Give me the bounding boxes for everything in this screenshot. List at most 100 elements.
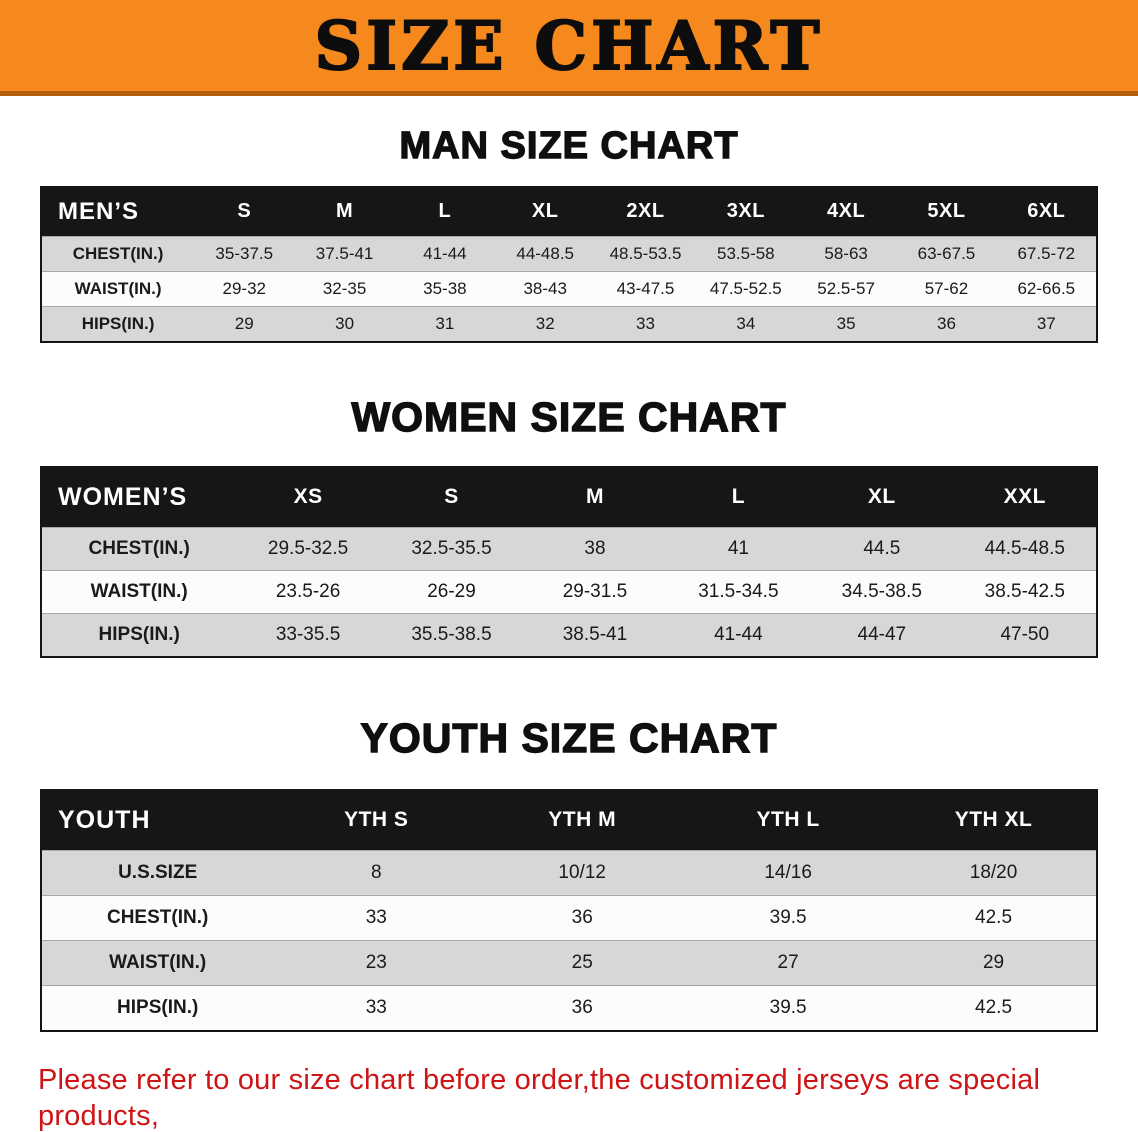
row-label-cell: HIPS(IN.) (41, 305, 195, 342)
size-value-cell: 33 (595, 305, 696, 342)
size-chart-banner: SIZE CHART (0, 0, 1138, 96)
row-label-cell: WAIST(IN.) (41, 569, 237, 614)
youth-section-heading: YOUTH SIZE CHART (360, 714, 778, 762)
table-header-row: YOUTH YTH S YTH M YTH L YTH XL (41, 789, 1097, 851)
table-row: WAIST(IN.) 29-32 32-35 35-38 38-43 43-47.5 47.… (41, 270, 1097, 307)
size-header-cell: 2XL (595, 186, 696, 237)
size-value-cell: 10/12 (479, 849, 686, 896)
size-value-cell: 34 (695, 305, 796, 342)
youth-size-table: YOUTH YTH S YTH M YTH L YTH XL U.S.SIZE 8 10/12… (40, 788, 1098, 1032)
size-value-cell: 35-37.5 (194, 235, 295, 272)
size-header-cell: XL (810, 466, 954, 528)
size-value-cell: 37.5-41 (294, 235, 395, 272)
table-header-row: WOMEN’S XS S M L XL XXL (41, 466, 1097, 528)
size-header-cell: M (294, 186, 395, 237)
size-value-cell: 32.5-35.5 (379, 526, 524, 571)
size-header-cell: 4XL (795, 186, 897, 237)
size-value-cell: 8 (273, 849, 480, 896)
table-row: WAIST(IN.) 23.5-26 26-29 29-31.5 31.5-34.5 34… (41, 569, 1097, 614)
table-row: U.S.SIZE 8 10/12 14/16 18/20 (41, 849, 1097, 896)
size-value-cell: 39.5 (685, 984, 892, 1031)
table-row: CHEST(IN.) 35-37.5 37.5-41 41-44 44-48.5 48.5… (41, 235, 1097, 272)
table-title-cell: WOMEN’S (41, 466, 237, 528)
size-value-cell: 29 (891, 939, 1097, 986)
table-row: WAIST(IN.) 23 25 27 29 (41, 939, 1097, 986)
size-value-cell: 39.5 (685, 894, 892, 941)
size-value-cell: 47.5-52.5 (695, 270, 796, 307)
size-value-cell: 32 (495, 305, 596, 342)
size-value-cell: 38.5-41 (523, 612, 667, 657)
size-value-cell: 62-66.5 (996, 270, 1097, 307)
row-label-cell: U.S.SIZE (41, 849, 274, 896)
size-value-cell: 53.5-58 (695, 235, 796, 272)
size-value-cell: 31 (394, 305, 496, 342)
table-row: HIPS(IN.) 29 30 31 32 33 34 35 36 37 (41, 305, 1097, 342)
size-value-cell: 58-63 (795, 235, 897, 272)
size-value-cell: 29.5-32.5 (236, 526, 380, 571)
size-value-cell: 36 (896, 305, 997, 342)
row-label-cell: WAIST(IN.) (41, 270, 195, 307)
size-value-cell: 57-62 (896, 270, 997, 307)
size-value-cell: 47-50 (953, 612, 1097, 657)
size-header-cell: XXL (953, 466, 1097, 528)
size-header-cell: YTH L (685, 789, 892, 851)
table-row: HIPS(IN.) 33-35.5 35.5-38.5 38.5-41 41-44 44-… (41, 612, 1097, 657)
row-label-cell: HIPS(IN.) (41, 612, 237, 657)
table-title-cell: YOUTH (41, 789, 274, 851)
size-value-cell: 35.5-38.5 (379, 612, 524, 657)
size-header-cell: 5XL (896, 186, 997, 237)
size-value-cell: 33 (273, 894, 480, 941)
size-header-cell: L (666, 466, 811, 528)
size-header-cell: S (194, 186, 295, 237)
size-header-cell: 6XL (996, 186, 1097, 237)
size-header-cell: 3XL (695, 186, 796, 237)
size-value-cell: 18/20 (891, 849, 1097, 896)
size-value-cell: 29-32 (194, 270, 295, 307)
size-value-cell: 34.5-38.5 (810, 569, 954, 614)
size-value-cell: 25 (479, 939, 686, 986)
size-value-cell: 31.5-34.5 (666, 569, 811, 614)
size-header-cell: YTH S (273, 789, 480, 851)
size-value-cell: 44-48.5 (495, 235, 596, 272)
size-value-cell: 44.5 (810, 526, 954, 571)
size-value-cell: 35-38 (394, 270, 496, 307)
table-title-cell: MEN’S (41, 186, 195, 237)
size-value-cell: 38 (523, 526, 667, 571)
disclaimer-text: Please refer to our size chart before or… (38, 1062, 1100, 1132)
size-value-cell: 38.5-42.5 (953, 569, 1097, 614)
size-value-cell: 30 (294, 305, 395, 342)
size-value-cell: 33-35.5 (236, 612, 380, 657)
size-value-cell: 41-44 (666, 612, 811, 657)
table-row: CHEST(IN.) 29.5-32.5 32.5-35.5 38 41 44.5 44.5… (41, 526, 1097, 571)
size-value-cell: 26-29 (379, 569, 524, 614)
size-value-cell: 44.5-48.5 (953, 526, 1097, 571)
page-title: SIZE CHART (314, 6, 824, 85)
size-value-cell: 67.5-72 (996, 235, 1097, 272)
size-value-cell: 36 (479, 984, 686, 1031)
size-value-cell: 63-67.5 (896, 235, 997, 272)
size-header-cell: S (379, 466, 524, 528)
size-value-cell: 41-44 (394, 235, 496, 272)
size-value-cell: 48.5-53.5 (595, 235, 696, 272)
size-header-cell: YTH M (479, 789, 686, 851)
row-label-cell: WAIST(IN.) (41, 939, 274, 986)
size-value-cell: 37 (996, 305, 1097, 342)
size-header-cell: XS (236, 466, 380, 528)
size-value-cell: 33 (273, 984, 480, 1031)
size-value-cell: 35 (795, 305, 897, 342)
size-value-cell: 38-43 (495, 270, 596, 307)
table-row: CHEST(IN.) 33 36 39.5 42.5 (41, 894, 1097, 941)
size-header-cell: M (523, 466, 667, 528)
size-value-cell: 41 (666, 526, 811, 571)
size-header-cell: L (394, 186, 496, 237)
size-value-cell: 29 (194, 305, 295, 342)
women-section-heading: WOMEN SIZE CHART (351, 393, 787, 440)
men-section-heading: MAN SIZE CHART (399, 125, 739, 168)
size-header-cell: XL (495, 186, 596, 237)
size-value-cell: 23 (273, 939, 480, 986)
size-value-cell: 42.5 (891, 894, 1097, 941)
size-header-cell: YTH XL (891, 789, 1097, 851)
disclaimer-line-1: Please refer to our size chart before or… (38, 1063, 1041, 1132)
size-value-cell: 36 (479, 894, 686, 941)
table-row: HIPS(IN.) 33 36 39.5 42.5 (41, 984, 1097, 1031)
